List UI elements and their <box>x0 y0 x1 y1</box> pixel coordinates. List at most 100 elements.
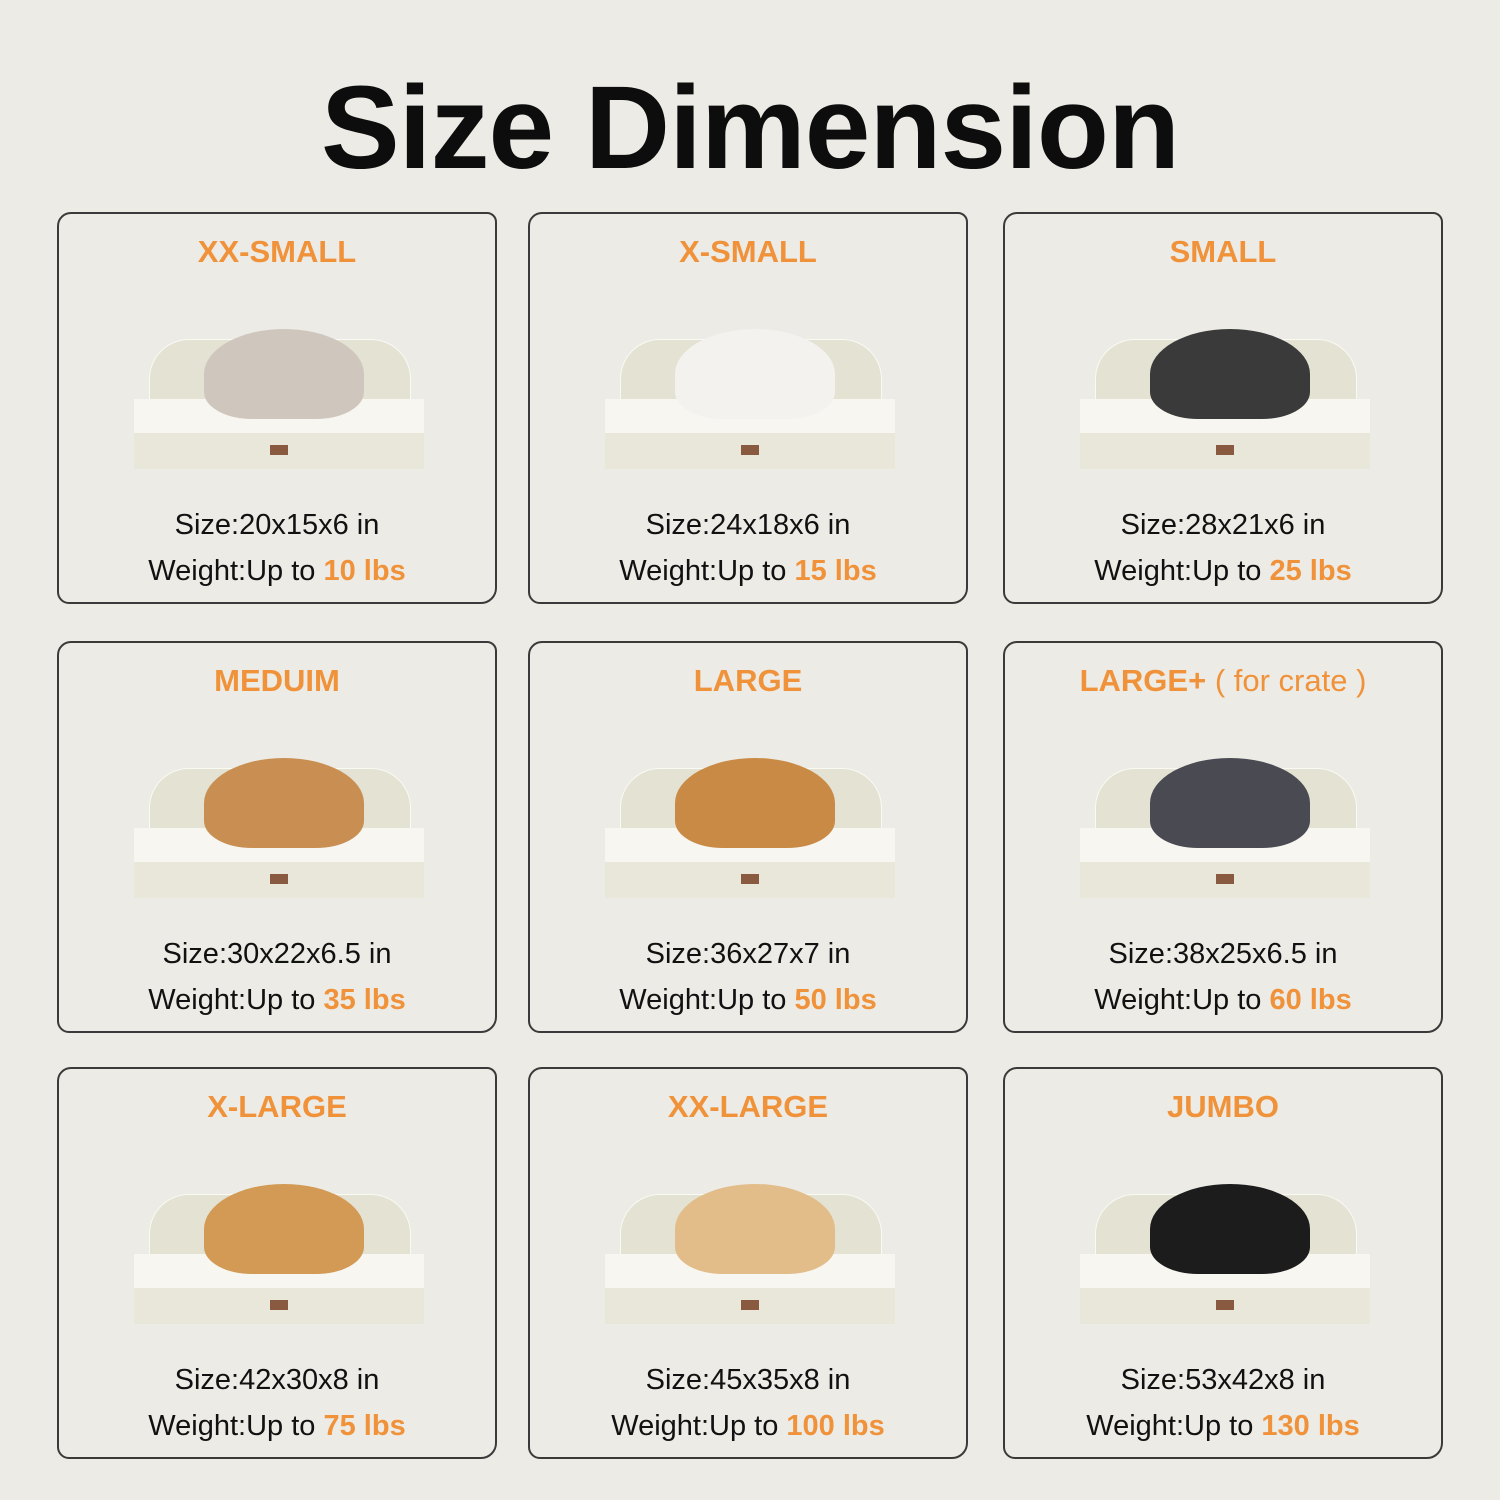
size-text: Size:38x25x6.5 in <box>1108 938 1338 970</box>
size-value: 30x22x6.5 in <box>227 938 392 970</box>
size-card: LARGE Size:36x27x7 in Weight:Up to 50 lb… <box>528 641 968 1033</box>
size-text: Size:42x30x8 in <box>174 1364 380 1396</box>
weight-prefix: Up to <box>717 984 787 1016</box>
size-name: XX-SMALL <box>59 234 495 270</box>
size-value: 53x42x8 in <box>1185 1364 1326 1396</box>
bed-image <box>1080 1184 1370 1324</box>
size-label: Size <box>1108 938 1165 970</box>
weight-prefix: Up to <box>1184 1410 1254 1442</box>
weight-value: 60 lbs <box>1269 984 1352 1016</box>
bed-label-tag <box>741 1300 759 1310</box>
weight-value: 50 lbs <box>794 984 877 1016</box>
size-text: Size:20x15x6 in <box>174 509 380 541</box>
weight-label: Weight <box>148 984 239 1016</box>
pet-image <box>204 1184 364 1274</box>
size-label: Size <box>645 938 703 970</box>
size-label: Size <box>645 509 703 541</box>
pet-image <box>1150 758 1310 848</box>
size-text: Size:45x35x8 in <box>645 1364 851 1396</box>
size-name-text: JUMBO <box>1167 1089 1279 1124</box>
weight-value: 10 lbs <box>323 555 406 587</box>
weight-prefix: Up to <box>246 1410 316 1442</box>
bed-image <box>605 1184 895 1324</box>
weight-prefix: Up to <box>709 1410 779 1442</box>
size-name-text: LARGE+ <box>1079 663 1207 698</box>
bed-label-tag <box>1216 1300 1234 1310</box>
size-label: Size <box>162 938 219 970</box>
size-value: 24x18x6 in <box>710 509 851 541</box>
size-value: 45x35x8 in <box>710 1364 851 1396</box>
size-text: Size:53x42x8 in <box>1120 1364 1326 1396</box>
pet-image <box>204 329 364 419</box>
size-name-text: SMALL <box>1169 234 1277 269</box>
weight-prefix: Up to <box>246 984 316 1016</box>
size-name: XX-LARGE <box>530 1089 966 1125</box>
weight-label: Weight <box>1094 984 1185 1016</box>
bed-image <box>1080 758 1370 898</box>
weight-text: Weight:Up to 130 lbs <box>1086 1410 1360 1442</box>
weight-value: 100 lbs <box>786 1410 885 1442</box>
bed-image <box>1080 329 1370 469</box>
bed-label-tag <box>741 445 759 455</box>
size-text: Size:30x22x6.5 in <box>162 938 392 970</box>
weight-text: Weight:Up to 25 lbs <box>1094 555 1352 587</box>
weight-prefix: Up to <box>1192 555 1262 587</box>
size-card: X-SMALL Size:24x18x6 in Weight:Up to 15 … <box>528 212 968 604</box>
weight-text: Weight:Up to 60 lbs <box>1094 984 1352 1016</box>
bed-label-tag <box>270 874 288 884</box>
size-label: Size <box>174 1364 232 1396</box>
size-name: SMALL <box>1005 234 1441 270</box>
weight-text: Weight:Up to 50 lbs <box>619 984 877 1016</box>
bed-image <box>134 329 424 469</box>
size-name: JUMBO <box>1005 1089 1441 1125</box>
weight-label: Weight <box>148 1410 239 1442</box>
size-text: Size:24x18x6 in <box>645 509 851 541</box>
bed-label-tag <box>1216 445 1234 455</box>
size-card: MEDUIM Size:30x22x6.5 in Weight:Up to 35… <box>57 641 497 1033</box>
weight-label: Weight <box>148 555 239 587</box>
weight-label: Weight <box>619 555 710 587</box>
bed-image <box>134 1184 424 1324</box>
pet-image <box>675 758 835 848</box>
weight-value: 15 lbs <box>794 555 877 587</box>
bed-label-tag <box>270 1300 288 1310</box>
size-label: Size <box>174 509 232 541</box>
size-name-text: MEDUIM <box>214 663 340 698</box>
weight-prefix: Up to <box>1192 984 1262 1016</box>
bed-label-tag <box>270 445 288 455</box>
size-value: 20x15x6 in <box>239 509 380 541</box>
size-name: LARGE <box>530 663 966 699</box>
weight-label: Weight <box>611 1410 701 1442</box>
pet-image <box>1150 329 1310 419</box>
size-name: X-SMALL <box>530 234 966 270</box>
size-note: ( for crate ) <box>1214 663 1367 698</box>
size-name: MEDUIM <box>59 663 495 699</box>
bed-image <box>134 758 424 898</box>
bed-label-tag <box>741 874 759 884</box>
size-card: X-LARGE Size:42x30x8 in Weight:Up to 75 … <box>57 1067 497 1459</box>
size-label: Size <box>1120 1364 1178 1396</box>
size-text: Size:36x27x7 in <box>645 938 851 970</box>
size-name: X-LARGE <box>59 1089 495 1125</box>
weight-value: 35 lbs <box>323 984 406 1016</box>
weight-text: Weight:Up to 35 lbs <box>148 984 406 1016</box>
size-card: XX-LARGE Size:45x35x8 in Weight:Up to 10… <box>528 1067 968 1459</box>
size-value: 28x21x6 in <box>1185 509 1326 541</box>
pet-image <box>675 329 835 419</box>
size-value: 38x25x6.5 in <box>1173 938 1338 970</box>
weight-value: 130 lbs <box>1261 1410 1360 1442</box>
weight-label: Weight <box>1094 555 1185 587</box>
size-name-text: XX-LARGE <box>667 1089 829 1124</box>
size-text: Size:28x21x6 in <box>1120 509 1326 541</box>
weight-text: Weight:Up to 100 lbs <box>611 1410 885 1442</box>
size-name-text: X-LARGE <box>207 1089 347 1124</box>
size-name-text: X-SMALL <box>679 234 817 269</box>
size-card: XX-SMALL Size:20x15x6 in Weight:Up to 10… <box>57 212 497 604</box>
size-name: LARGE+ ( for crate ) <box>1005 663 1441 699</box>
size-name-text: XX-SMALL <box>197 234 357 269</box>
size-card: SMALL Size:28x21x6 in Weight:Up to 25 lb… <box>1003 212 1443 604</box>
weight-prefix: Up to <box>717 555 787 587</box>
pet-image <box>204 758 364 848</box>
size-value: 36x27x7 in <box>710 938 851 970</box>
weight-text: Weight:Up to 75 lbs <box>148 1410 406 1442</box>
